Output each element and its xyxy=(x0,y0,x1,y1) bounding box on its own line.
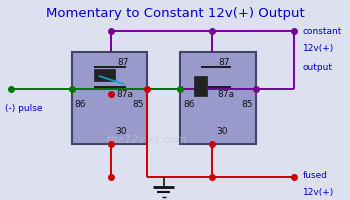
Text: 85: 85 xyxy=(241,100,252,109)
Text: 87: 87 xyxy=(117,58,129,67)
Text: 87a: 87a xyxy=(117,90,133,99)
Text: Momentary to Constant 12v(+) Output: Momentary to Constant 12v(+) Output xyxy=(46,7,304,20)
Text: output: output xyxy=(303,62,333,72)
Bar xyxy=(180,52,256,144)
Text: 87a: 87a xyxy=(217,90,234,99)
Bar xyxy=(72,52,147,144)
Text: 86: 86 xyxy=(75,100,86,109)
Text: the12volt.com: the12volt.com xyxy=(107,135,187,145)
Text: 30: 30 xyxy=(217,128,228,136)
Bar xyxy=(94,69,116,81)
Text: (-) pulse: (-) pulse xyxy=(5,104,43,113)
Text: 12v(+): 12v(+) xyxy=(303,188,334,198)
Text: 87: 87 xyxy=(218,58,230,67)
Text: constant: constant xyxy=(303,26,342,36)
Text: 85: 85 xyxy=(133,100,144,109)
Text: fused: fused xyxy=(303,170,328,180)
Text: 86: 86 xyxy=(183,100,195,109)
Bar xyxy=(194,76,207,96)
Text: 30: 30 xyxy=(116,128,127,136)
Text: 12v(+): 12v(+) xyxy=(303,45,334,53)
